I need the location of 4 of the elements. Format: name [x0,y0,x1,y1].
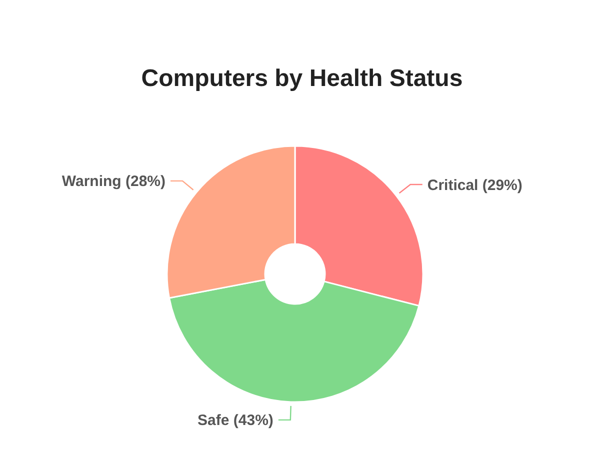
slice-label: Warning (28%) [62,173,166,190]
chart-title: Computers by Health Status [141,65,463,92]
slice-label: Safe (43%) [198,412,274,430]
slice-label: Critical (29%) [427,176,522,194]
